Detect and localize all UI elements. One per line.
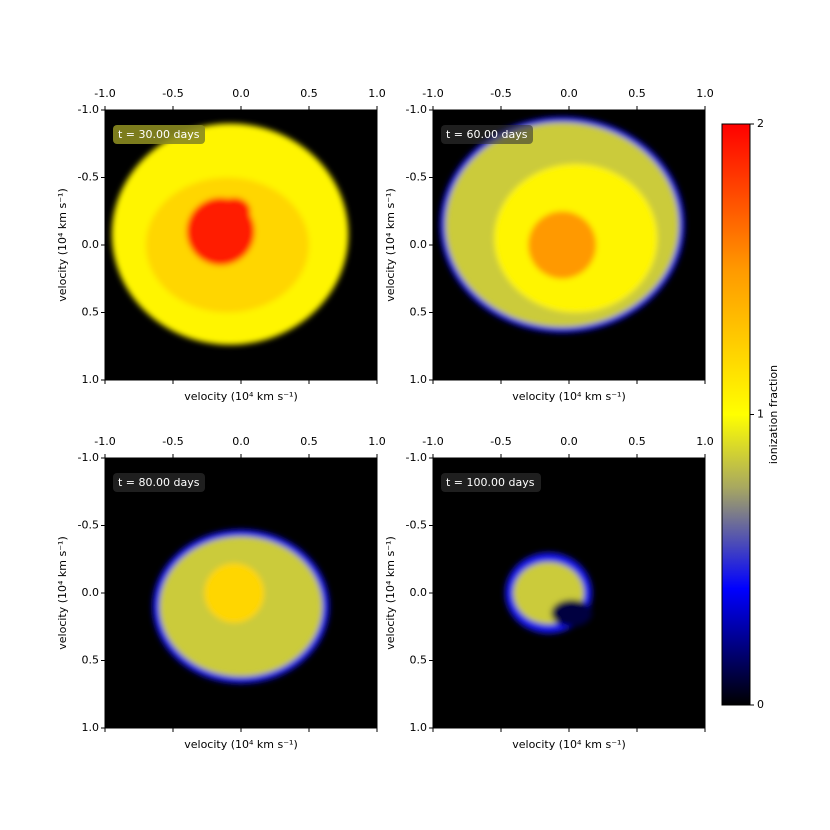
y-tick-label: 0.0 xyxy=(82,586,100,599)
y-tick-label: 0.5 xyxy=(82,306,100,319)
region xyxy=(528,211,597,279)
x-tick-label: 1.0 xyxy=(696,87,714,100)
y-tick-label: 0.5 xyxy=(410,306,428,319)
y-tick-label: -0.5 xyxy=(78,171,99,184)
x-tick-label: 1.0 xyxy=(368,435,386,448)
y-tick-label: -0.5 xyxy=(78,519,99,532)
colorbar-label: ionization fraction xyxy=(767,365,780,464)
y-tick-label: 0.5 xyxy=(410,654,428,667)
region xyxy=(204,563,265,623)
colorbar xyxy=(721,123,751,706)
y-axis-label: velocity (10⁴ km s⁻¹) xyxy=(56,536,69,650)
y-axis-label: velocity (10⁴ km s⁻¹) xyxy=(384,188,397,302)
x-tick-label: 0.5 xyxy=(628,435,646,448)
x-tick-label: 0.5 xyxy=(300,87,318,100)
x-tick-label: -1.0 xyxy=(422,87,443,100)
regions xyxy=(152,529,330,684)
x-tick-label: -0.5 xyxy=(162,435,183,448)
x-axis-label: velocity (10⁴ km s⁻¹) xyxy=(184,390,298,403)
x-tick-label: 0.0 xyxy=(232,435,250,448)
x-tick-label: -0.5 xyxy=(490,87,511,100)
x-tick-label: 1.0 xyxy=(696,435,714,448)
x-tick-label: -1.0 xyxy=(94,87,115,100)
x-axis-label: velocity (10⁴ km s⁻¹) xyxy=(512,738,626,751)
title-box xyxy=(441,473,541,492)
y-tick-label: 0.0 xyxy=(410,586,428,599)
colorbar-tick-label: 2 xyxy=(757,117,764,130)
y-tick-label: 1.0 xyxy=(410,721,428,734)
colorbar-tick-label: 0 xyxy=(757,698,764,711)
panel xyxy=(433,110,705,380)
x-tick-label: -0.5 xyxy=(490,435,511,448)
y-tick-label: -1.0 xyxy=(78,103,99,116)
y-tick-label: 1.0 xyxy=(82,373,100,386)
panel-title: t = 30.00 days xyxy=(118,128,200,141)
region xyxy=(551,599,593,627)
x-tick-label: 0.5 xyxy=(300,435,318,448)
title-box xyxy=(441,125,533,144)
y-tick-label: 1.0 xyxy=(82,721,100,734)
panel-title: t = 100.00 days xyxy=(446,476,535,489)
panel xyxy=(433,458,705,728)
y-tick-label: 0.0 xyxy=(82,238,100,251)
y-axis-label: velocity (10⁴ km s⁻¹) xyxy=(384,536,397,650)
y-tick-label: 0.5 xyxy=(82,654,100,667)
regions xyxy=(505,552,593,634)
y-tick-label: 0.0 xyxy=(410,238,428,251)
y-tick-label: -0.5 xyxy=(406,519,427,532)
y-tick-label: -1.0 xyxy=(406,451,427,464)
y-tick-label: -0.5 xyxy=(406,171,427,184)
panel-title: t = 60.00 days xyxy=(446,128,528,141)
region xyxy=(217,197,251,225)
y-tick-label: -1.0 xyxy=(406,103,427,116)
x-axis-label: velocity (10⁴ km s⁻¹) xyxy=(512,390,626,403)
y-axis-label: velocity (10⁴ km s⁻¹) xyxy=(56,188,69,302)
x-tick-label: 0.0 xyxy=(232,87,250,100)
panel-title: t = 80.00 days xyxy=(118,476,200,489)
x-axis-label: velocity (10⁴ km s⁻¹) xyxy=(184,738,298,751)
title-box xyxy=(113,473,205,492)
regions xyxy=(111,123,349,345)
regions xyxy=(439,116,685,333)
panel xyxy=(105,110,377,380)
y-tick-label: 1.0 xyxy=(410,373,428,386)
x-tick-label: -1.0 xyxy=(422,435,443,448)
x-tick-label: 0.5 xyxy=(628,87,646,100)
panel xyxy=(105,458,377,728)
x-tick-label: -0.5 xyxy=(162,87,183,100)
x-tick-label: 1.0 xyxy=(368,87,386,100)
colorbar-tick-label: 1 xyxy=(757,408,764,421)
x-tick-label: -1.0 xyxy=(94,435,115,448)
x-tick-label: 0.0 xyxy=(560,435,578,448)
title-box xyxy=(113,125,205,144)
x-tick-label: 0.0 xyxy=(560,87,578,100)
y-tick-label: -1.0 xyxy=(78,451,99,464)
